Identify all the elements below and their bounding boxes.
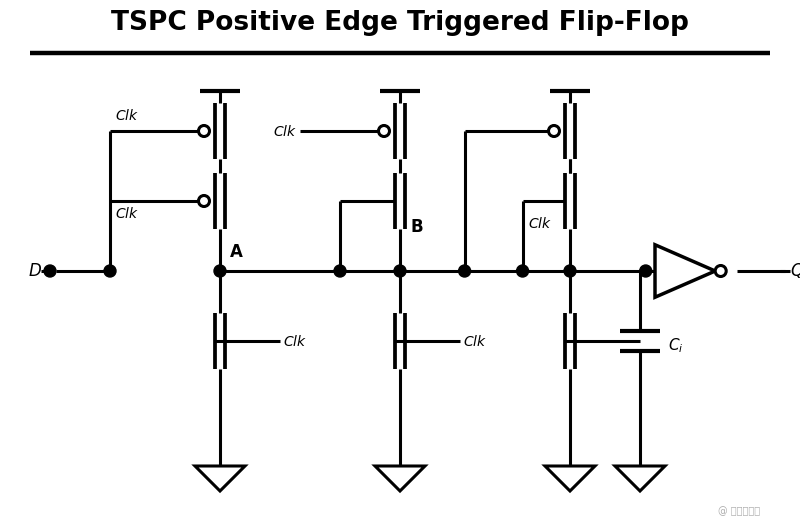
Text: $Clk$: $Clk$ (115, 108, 139, 123)
Circle shape (715, 266, 726, 277)
Text: A: A (230, 243, 243, 261)
Text: $Clk$: $Clk$ (273, 124, 297, 139)
Circle shape (104, 265, 116, 277)
Text: $Clk$: $Clk$ (463, 333, 487, 348)
Circle shape (549, 125, 559, 136)
Circle shape (564, 265, 576, 277)
Circle shape (198, 125, 210, 136)
Circle shape (640, 265, 652, 277)
Text: $Q$: $Q$ (790, 261, 800, 280)
Text: B: B (410, 218, 422, 236)
Text: $C_i$: $C_i$ (668, 337, 683, 355)
Text: @ 吴说区块链: @ 吴说区块链 (718, 506, 760, 516)
Text: $D$: $D$ (28, 262, 42, 280)
Circle shape (44, 265, 56, 277)
Circle shape (334, 265, 346, 277)
Circle shape (394, 265, 406, 277)
Text: $Clk$: $Clk$ (283, 333, 307, 348)
Text: TSPC Positive Edge Triggered Flip-Flop: TSPC Positive Edge Triggered Flip-Flop (111, 10, 689, 36)
Circle shape (458, 265, 470, 277)
Text: $Clk$: $Clk$ (527, 216, 551, 231)
Circle shape (198, 195, 210, 207)
Text: $Clk$: $Clk$ (115, 206, 139, 221)
Circle shape (214, 265, 226, 277)
Circle shape (517, 265, 529, 277)
Circle shape (378, 125, 390, 136)
